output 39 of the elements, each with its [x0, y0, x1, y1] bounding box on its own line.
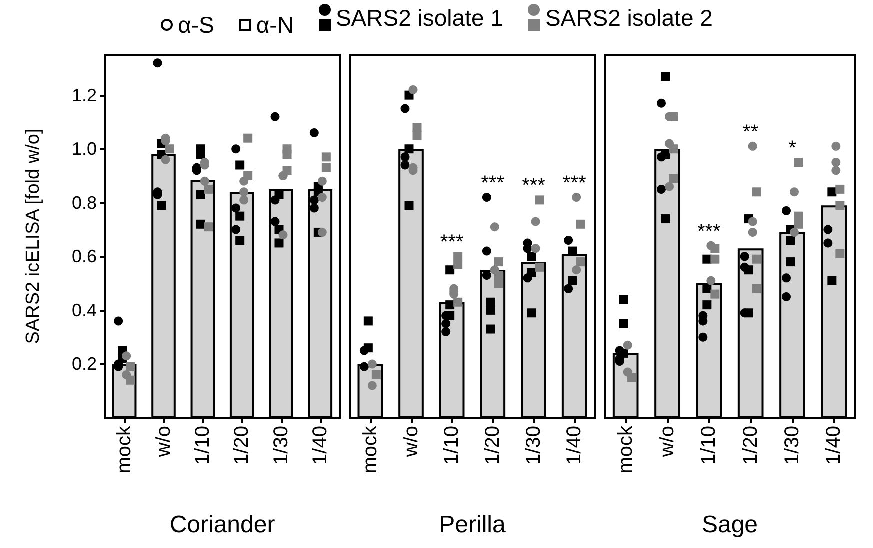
- annotation: ***: [697, 220, 722, 243]
- x-axis-title: Perilla: [439, 512, 506, 538]
- x-tick-label: 1/40: [823, 426, 846, 465]
- x-tick-label: w/o: [152, 426, 175, 458]
- annotation: **: [743, 121, 759, 144]
- x-tick-label: mock: [114, 425, 136, 474]
- x-tick-label: 1/10: [441, 426, 464, 465]
- x-tick-label: 1/40: [564, 426, 586, 465]
- y-tick-label: 0.2: [72, 354, 97, 374]
- y-tick-label: 1.0: [72, 139, 97, 160]
- text: SARS2 isolate 1: [336, 4, 504, 32]
- x-tick-label: 1/20: [231, 426, 254, 465]
- annotation: ***: [440, 232, 464, 254]
- x-axis-title: Sage: [702, 512, 758, 538]
- y-tick-label: 0.8: [72, 192, 97, 213]
- annotation: ***: [522, 175, 546, 198]
- x-axis-title: Coriander: [170, 512, 276, 538]
- x-tick-label: 1/30: [270, 426, 292, 465]
- annotation: ***: [481, 172, 505, 195]
- x-tick-label: 1/10: [698, 426, 720, 465]
- x-tick-label: 1/20: [482, 426, 504, 465]
- y-axis-title: SARS2 icELISA [fold w/o]: [23, 128, 44, 344]
- x-tick-label: 1/30: [522, 426, 545, 465]
- y-tick-label: 0.6: [72, 246, 97, 267]
- x-tick-label: 1/30: [782, 426, 804, 465]
- annotation: *: [788, 138, 797, 160]
- x-tick-label: w/o: [656, 426, 678, 458]
- text: SARS2 isolate 2: [545, 4, 713, 32]
- x-tick-label: 1/20: [740, 426, 762, 465]
- text: α-S: [178, 12, 214, 38]
- x-tick-label: 1/40: [309, 426, 332, 465]
- x-tick-label: 1/10: [192, 426, 214, 465]
- y-tick-label: 1.2: [72, 85, 97, 106]
- text: α-N: [256, 12, 294, 38]
- annotation: ***: [562, 172, 586, 195]
- x-tick-label: w/o: [400, 426, 422, 458]
- y-tick-label: 0.4: [72, 300, 97, 320]
- x-tick-label: mock: [359, 425, 382, 474]
- x-tick-label: mock: [614, 425, 637, 474]
